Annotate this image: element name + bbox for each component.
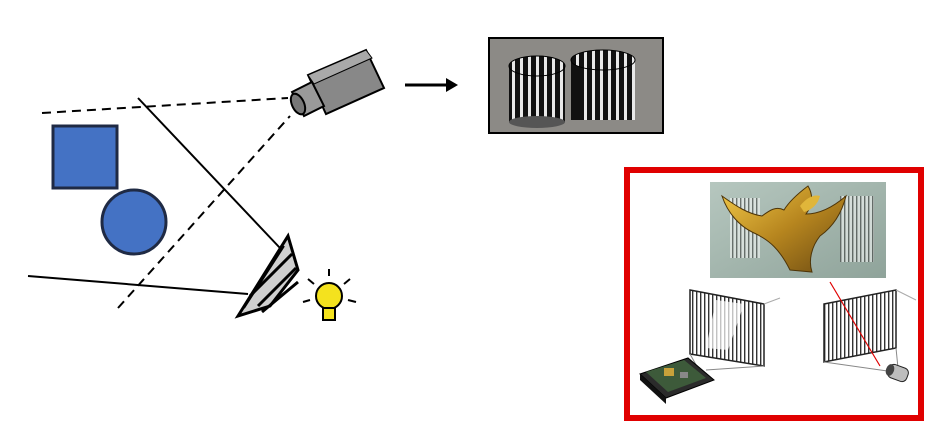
projector-ray-bottom bbox=[27, 275, 249, 295]
dragon-sculpture-photo bbox=[710, 182, 886, 278]
striped-cylinders-image bbox=[488, 37, 664, 134]
highlight-inset bbox=[624, 167, 924, 421]
video-camera-icon bbox=[289, 48, 386, 118]
camera-lens-icon bbox=[823, 281, 917, 383]
light-bulb-icon bbox=[302, 269, 357, 321]
scene-left-panel bbox=[27, 48, 458, 321]
blue-square bbox=[51, 124, 119, 190]
right-arrow-icon bbox=[405, 78, 458, 92]
camera-view-line-top bbox=[41, 97, 289, 114]
circuit-board-projector-icon bbox=[639, 289, 781, 404]
projector-ray-top bbox=[137, 97, 281, 249]
stripe-projector-icon bbox=[234, 232, 300, 319]
camera-view-line-bottom bbox=[117, 115, 291, 309]
blue-circle bbox=[100, 188, 168, 256]
